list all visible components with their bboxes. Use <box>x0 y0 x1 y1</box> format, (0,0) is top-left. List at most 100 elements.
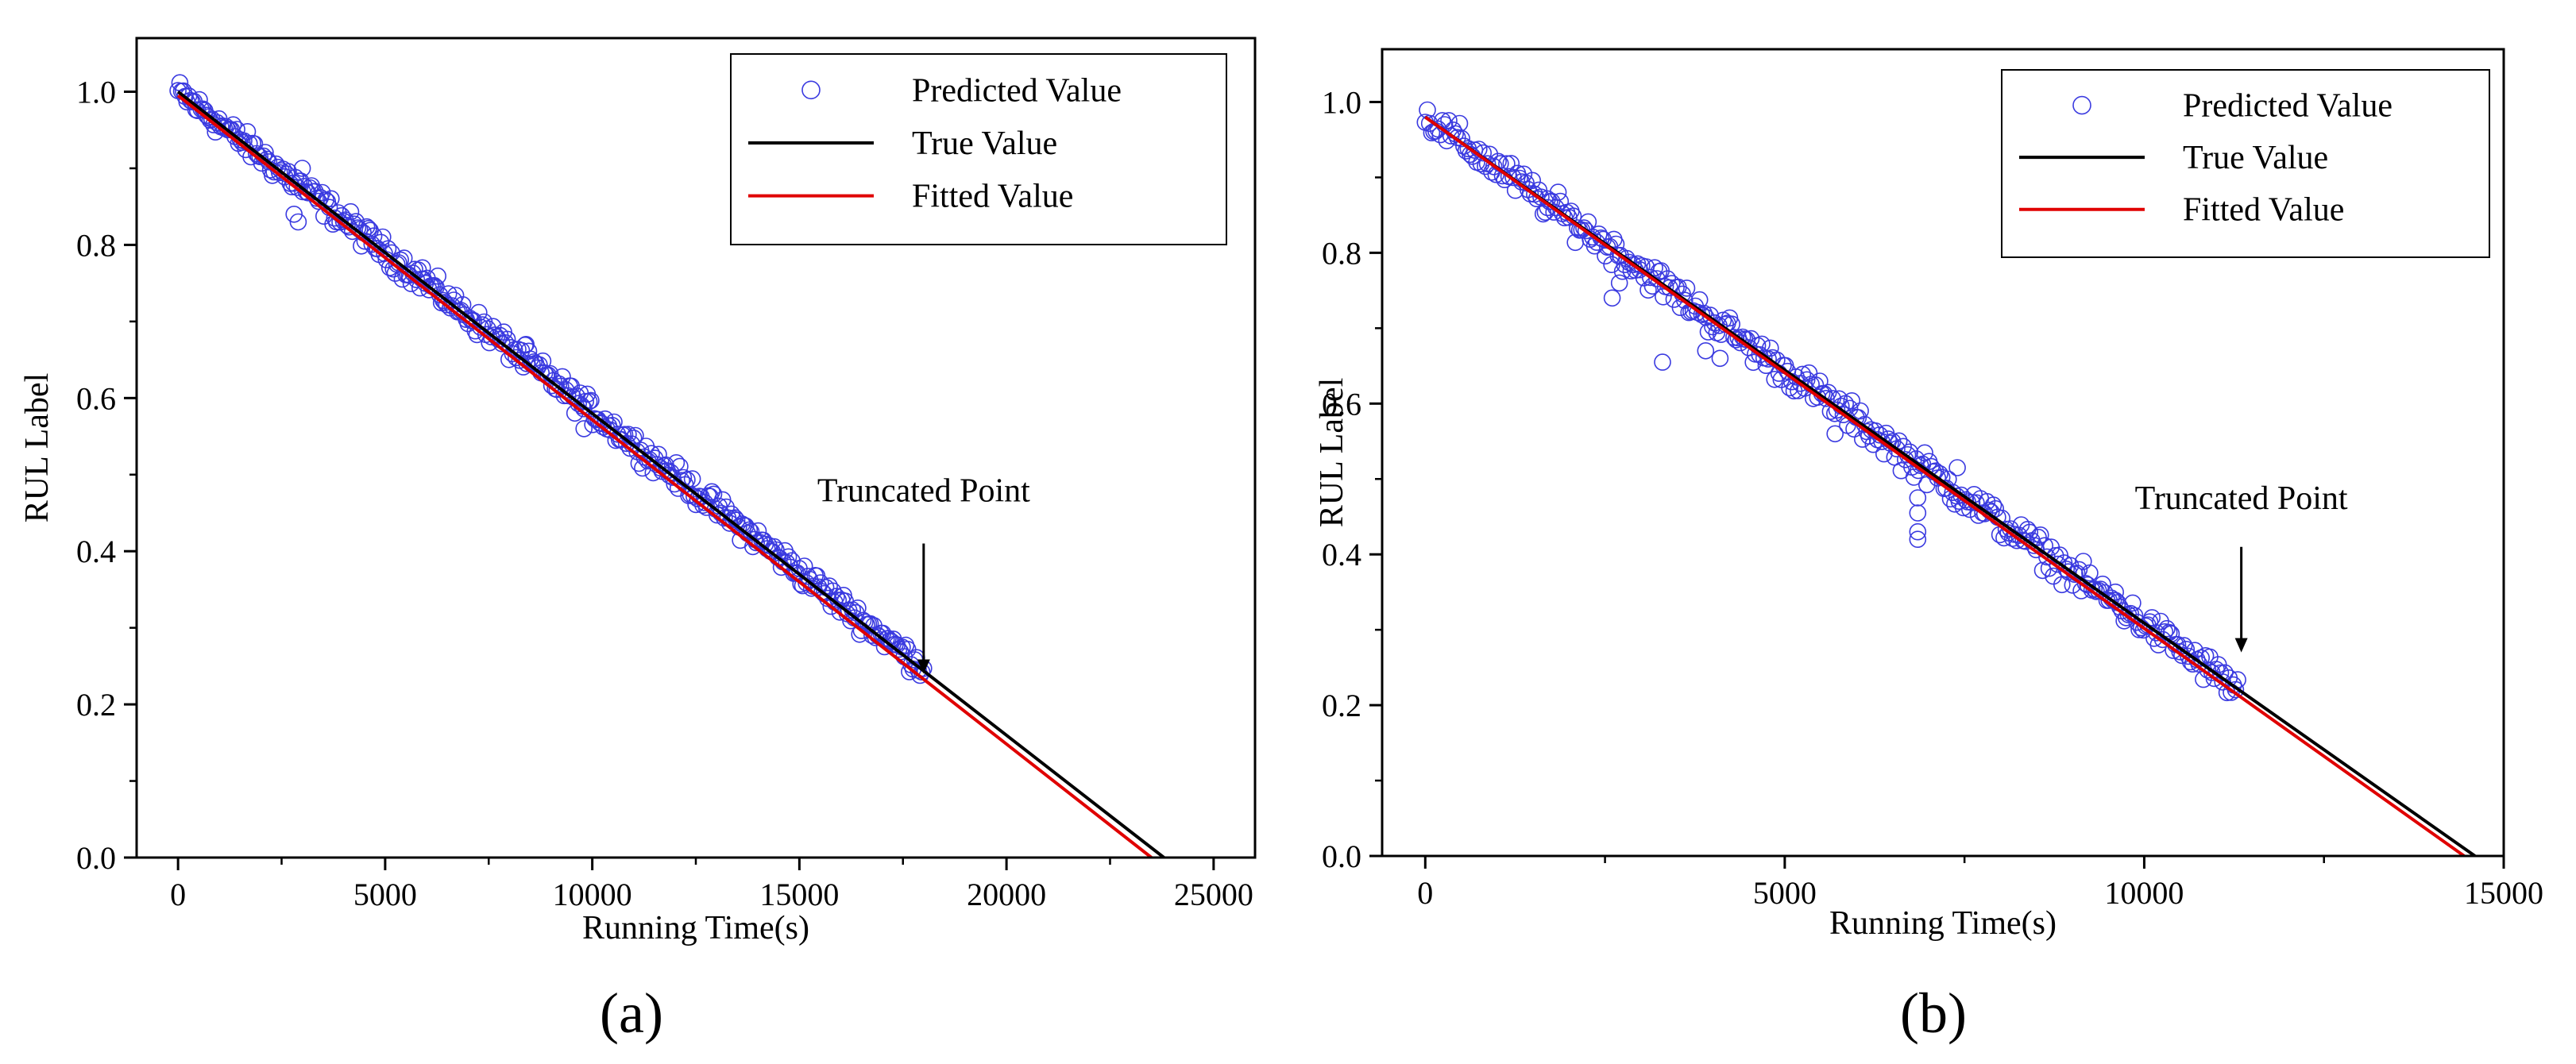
predicted-point <box>593 414 611 433</box>
predicted-point <box>1811 372 1829 390</box>
predicted-point <box>1843 391 1861 410</box>
chart-panel-a: 0.0 0.2 0.4 0.6 0.8 1.0 0 5000 10000 15000 20000 25… <box>19 37 1257 1045</box>
predicted-point <box>1676 291 1694 310</box>
predicted-point <box>1515 165 1533 183</box>
annotation-arrowhead <box>2234 638 2248 653</box>
legend: Predicted Value True Value Fitted Value <box>2001 69 2490 258</box>
fitted-value-line <box>1424 115 2466 856</box>
predicted-point <box>1603 256 1620 274</box>
predicted-point <box>1502 155 1520 172</box>
truncated-point-annotation: Truncated Point <box>2135 480 2348 653</box>
y-axis: 0.0 0.2 0.4 0.6 0.8 1.0 <box>76 75 137 876</box>
legend-label: Fitted Value <box>2183 192 2344 229</box>
predicted-point <box>289 213 307 231</box>
x-tick-label: 0 <box>170 877 186 912</box>
y-tick-label: 0.4 <box>76 534 116 569</box>
predicted-point <box>1699 323 1717 341</box>
predicted-point <box>1655 287 1672 306</box>
y-axis: 0.0 0.2 0.4 0.6 0.8 1.0 <box>1322 84 1382 874</box>
predicted-point <box>1603 289 1621 307</box>
chart-panel-b: 0.0 0.2 0.4 0.6 0.8 1.0 0 5000 10000 15000 Running… <box>1314 48 2543 1045</box>
predicted-point <box>1610 274 1628 292</box>
plot-area <box>169 74 1165 858</box>
predicted-point <box>1975 505 1994 522</box>
predicted-point <box>215 119 234 137</box>
predicted-point <box>285 205 303 223</box>
y-tick-label: 0.8 <box>1322 235 1361 271</box>
predicted-point <box>517 335 535 353</box>
x-tick-label: 10000 <box>2104 875 2184 911</box>
x-tick-label: 5000 <box>353 877 417 912</box>
predicted-point <box>373 228 392 246</box>
y-tick-label: 0.2 <box>1322 688 1361 723</box>
x-tick-label: 0 <box>1417 875 1433 911</box>
predicted-point <box>469 303 488 322</box>
predicted-point <box>1695 304 1713 322</box>
predicted-point <box>270 164 288 182</box>
predicted-point <box>901 663 918 680</box>
legend: Predicted Value True Value Fitted Value <box>730 53 1227 245</box>
true-value-line <box>176 90 1165 858</box>
predicted-point <box>1575 219 1593 237</box>
x-axis: 0 5000 10000 15000 20000 25000 <box>170 858 1253 912</box>
legend-label: True Value <box>2183 140 2328 176</box>
predicted-point <box>667 453 686 472</box>
predicted-point <box>1521 185 1539 202</box>
predicted-point <box>1520 180 1537 199</box>
fitted-value-line <box>176 94 1153 858</box>
predicted-point <box>749 522 767 540</box>
predicted-point <box>357 218 376 236</box>
predicted-point <box>671 457 689 476</box>
legend-marker-predicted <box>801 80 821 100</box>
predicted-point <box>2124 594 2142 612</box>
y-tick-label: 0.0 <box>76 840 116 876</box>
predicted-point <box>2158 619 2176 638</box>
predicted-point <box>1909 530 1927 549</box>
annotation-label: Truncated Point <box>817 473 1030 510</box>
predicted-point <box>562 377 581 395</box>
panel-label: (a) <box>600 981 663 1045</box>
legend-box <box>2001 69 2490 258</box>
predicted-point <box>1948 459 1966 476</box>
predicted-point <box>705 485 723 503</box>
predicted-point <box>1693 306 1711 324</box>
predicted-point <box>1569 219 1586 237</box>
predicted-point <box>1916 444 1933 462</box>
predicted-point <box>247 145 265 163</box>
x-tick-label: 5000 <box>1753 875 1817 911</box>
legend-marker-predicted <box>2072 95 2091 115</box>
predicted-point <box>1597 247 1614 265</box>
x-tick-label: 10000 <box>553 877 632 912</box>
y-tick-label: 0.0 <box>1322 838 1361 874</box>
predicted-point <box>1690 291 1709 309</box>
y-tick-label: 0.2 <box>76 687 116 723</box>
y-tick-label: 1.0 <box>1322 84 1361 120</box>
predicted-point <box>2021 523 2039 542</box>
y-tick-label: 0.8 <box>76 227 116 263</box>
predicted-point <box>1766 370 1783 388</box>
predicted-point <box>293 160 311 177</box>
legend-label: Predicted Value <box>912 72 1122 109</box>
annotation-label: Truncated Point <box>2135 480 2348 517</box>
predicted-point <box>1852 402 1869 420</box>
predicted-point <box>1639 281 1657 299</box>
predicted-point <box>575 420 593 438</box>
predicted-point <box>1618 249 1636 268</box>
predicted-point <box>338 216 356 234</box>
x-axis-title: Running Time(s) <box>1829 905 2057 942</box>
axes-frame <box>1381 48 2505 858</box>
predicted-point <box>342 202 360 221</box>
predicted-point <box>1946 495 1964 513</box>
predicted-point <box>1909 522 1927 541</box>
predicted-point <box>1828 401 1846 419</box>
y-tick-label: 0.6 <box>76 380 116 416</box>
predicted-point <box>683 470 701 488</box>
predicted-point <box>1577 222 1595 240</box>
x-tick-label: 15000 <box>759 877 839 912</box>
predicted-point <box>1751 345 1769 364</box>
legend-label: Predicted Value <box>2183 88 2393 125</box>
predicted-point <box>2226 680 2245 699</box>
predicted-point <box>2033 561 2052 580</box>
predicted-point <box>1654 353 1671 371</box>
y-axis-title: RUL Label <box>1314 378 1350 528</box>
